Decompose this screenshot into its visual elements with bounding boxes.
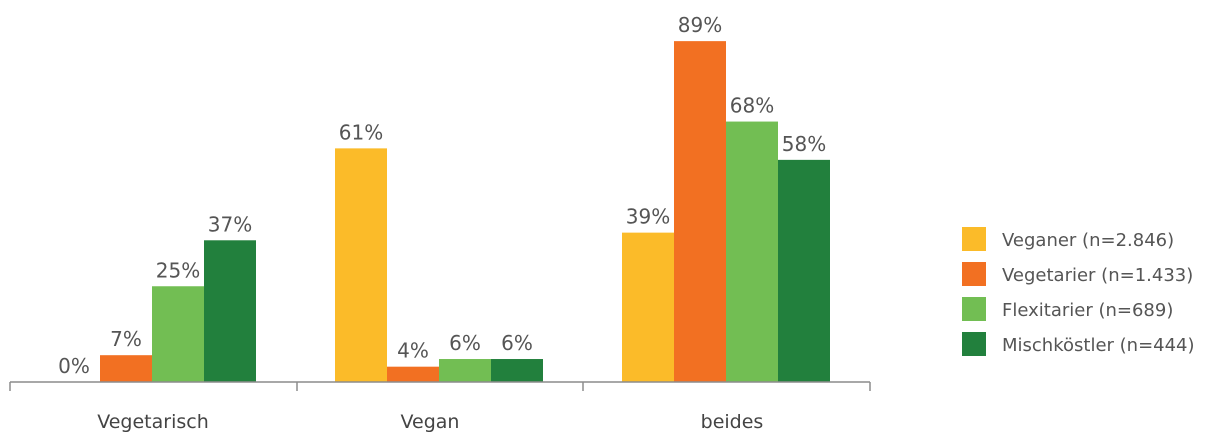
data-label: 39% <box>626 205 670 229</box>
legend-entry: Vegetarier (n=1.433) <box>1002 265 1193 286</box>
data-label: 25% <box>156 258 200 282</box>
bar-vegan-4 <box>491 359 543 382</box>
value-labels-group: 0% 7% 25% 37% 61% 4% 6% 6% 39% 89% 68% 58% <box>58 13 826 378</box>
bar-vegan-3 <box>439 359 491 382</box>
bar-vegan-2 <box>387 366 439 382</box>
category-label: Vegetarisch <box>97 411 209 433</box>
data-label: 7% <box>110 327 142 351</box>
data-label: 0% <box>58 354 90 378</box>
bar-vegan-1 <box>335 148 387 382</box>
legend-swatch <box>962 227 986 251</box>
legend-swatch <box>962 262 986 286</box>
x-axis <box>9 381 871 391</box>
legend-entry: Flexitarier (n=689) <box>1002 300 1173 321</box>
legend: Veganer (n=2.846) Vegetarier (n=1.433) Fle… <box>962 227 1195 356</box>
bar-vegetarisch-2 <box>100 355 152 382</box>
bars-group <box>100 41 830 382</box>
data-label: 61% <box>339 120 383 144</box>
category-labels-group: Vegetarisch Vegan beides <box>97 411 763 433</box>
data-label: 58% <box>782 132 826 156</box>
legend-entry: Mischköstler (n=444) <box>1002 335 1195 356</box>
data-label: 6% <box>501 331 533 355</box>
bar-vegetarisch-3 <box>152 286 204 382</box>
legend-entry: Veganer (n=2.846) <box>1002 230 1174 251</box>
category-label: Vegan <box>401 411 460 433</box>
bar-vegetarisch-4 <box>204 240 256 382</box>
data-label: 37% <box>208 212 252 236</box>
bar-beides-1 <box>622 232 674 382</box>
bar-beides-3 <box>726 121 778 382</box>
legend-swatch <box>962 332 986 356</box>
legend-swatch <box>962 297 986 321</box>
data-label: 4% <box>397 339 429 363</box>
data-label: 68% <box>730 94 774 118</box>
bar-beides-4 <box>778 159 830 382</box>
bar-beides-2 <box>674 41 726 382</box>
data-label: 6% <box>449 331 481 355</box>
category-label: beides <box>701 411 764 433</box>
data-label: 89% <box>678 13 722 37</box>
